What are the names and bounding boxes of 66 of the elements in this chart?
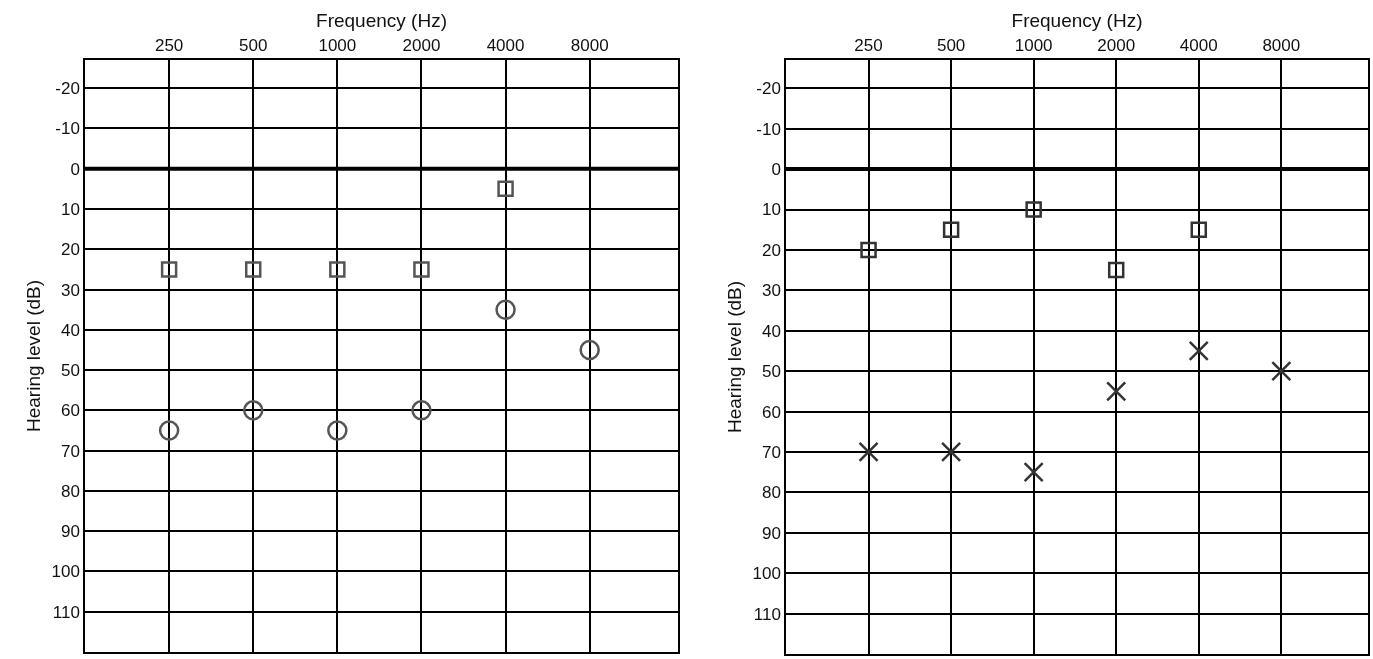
point (858, 441, 879, 463)
x-tick-label: 250 (854, 36, 883, 56)
y-tick-label: 10 (761, 200, 781, 220)
y-tick-label: 20 (761, 240, 781, 260)
point (327, 420, 348, 441)
x-tick-label: 4000 (486, 36, 525, 56)
point (158, 420, 180, 441)
point (942, 221, 960, 238)
x-tick-label: 250 (154, 36, 184, 56)
y-tick-label: 80 (761, 483, 781, 503)
point (411, 400, 432, 421)
point (1271, 360, 1292, 382)
x-tick-label: 2000 (402, 36, 441, 56)
y-tick-label: 70 (60, 441, 80, 461)
point (860, 241, 877, 259)
y-tick-label: -20 (756, 79, 781, 99)
y-tick-label: 40 (761, 321, 781, 341)
x-tick-label: 8000 (570, 36, 609, 56)
y-tick-label: 80 (60, 481, 80, 501)
x-tick-label: 500 (239, 36, 268, 56)
y-tick-label: 90 (60, 522, 80, 542)
y-tick-label: 0 (70, 159, 80, 179)
y-tick-label: 90 (761, 523, 781, 543)
point (244, 261, 262, 278)
point (1023, 461, 1044, 483)
x-tick-label: 500 (936, 36, 966, 56)
y-tick-label: -10 (55, 119, 80, 139)
point (242, 400, 264, 421)
x-axis-title: Frequency (Hz) (316, 9, 447, 31)
y-tick-label: 10 (60, 199, 80, 219)
point (579, 339, 600, 361)
y-tick-label: 20 (60, 240, 80, 260)
y-tick-label: 60 (761, 402, 781, 422)
point (413, 261, 430, 278)
point (495, 299, 516, 320)
point (1190, 221, 1208, 238)
point (160, 261, 178, 278)
x-tick-label: 2000 (1097, 36, 1136, 56)
x-tick-label: 1000 (1014, 36, 1053, 56)
y-tick-label: 40 (60, 320, 80, 340)
y-axis-title: Hearing level (dB) (723, 280, 745, 434)
y-tick-label: 100 (752, 564, 781, 584)
y-tick-label: 100 (51, 562, 80, 582)
y-axis-title: Hearing level (dB) (22, 279, 44, 433)
x-tick-label: 4000 (1179, 36, 1218, 56)
point (329, 261, 346, 278)
y-tick-label: 0 (771, 160, 781, 180)
y-tick-label: 70 (761, 442, 781, 462)
y-tick-label: 60 (60, 401, 80, 421)
y-tick-label: 30 (60, 280, 80, 300)
x-tick-label: 8000 (1262, 36, 1301, 56)
point (1188, 340, 1210, 362)
point (940, 441, 962, 463)
point (1025, 201, 1042, 218)
y-tick-label: 50 (60, 361, 80, 381)
x-axis-title: Frequency (Hz) (1011, 9, 1143, 31)
y-tick-label: 110 (753, 604, 781, 624)
point (1105, 381, 1127, 402)
y-tick-label: -20 (55, 79, 80, 99)
y-tick-label: 110 (52, 602, 80, 622)
y-tick-label: -10 (756, 119, 781, 139)
point (1107, 261, 1125, 279)
y-tick-label: 50 (761, 362, 781, 382)
point (497, 180, 514, 198)
y-tick-label: 30 (761, 281, 781, 301)
x-tick-label: 1000 (318, 36, 357, 56)
